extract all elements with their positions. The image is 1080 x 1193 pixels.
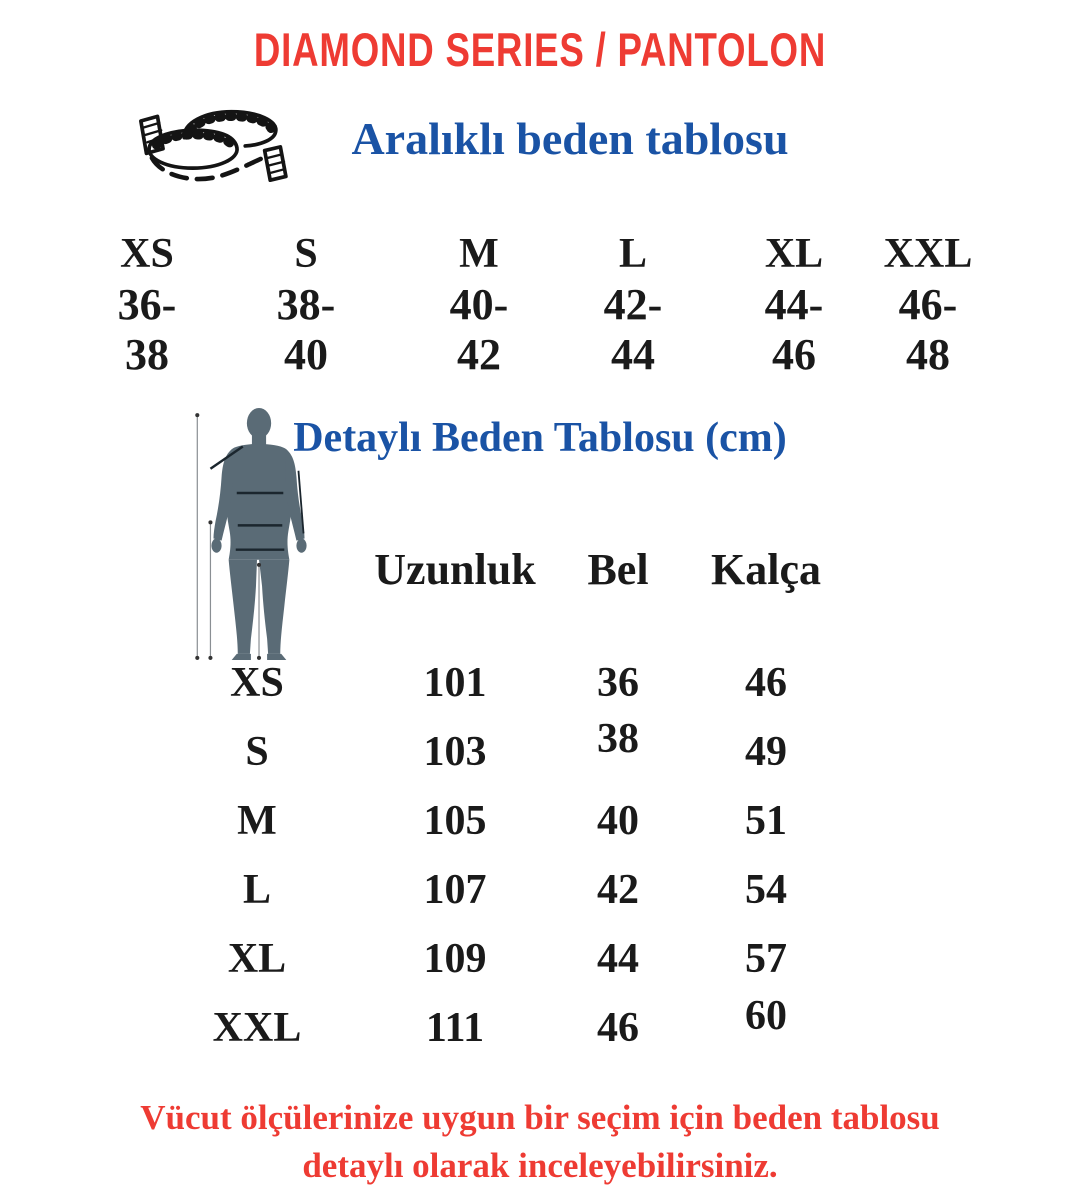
size-col-xl: XL 44-46 bbox=[765, 228, 824, 380]
range-table-heading: Aralıklı beden tablosu bbox=[351, 113, 789, 164]
cell-kalca: 49 bbox=[745, 728, 787, 775]
table-row: XL 109 44 57 bbox=[185, 924, 877, 993]
cell-bel: 36 bbox=[597, 659, 639, 706]
row-size: S bbox=[245, 728, 269, 775]
cell-bel: 38 bbox=[597, 715, 639, 762]
table-row: XS 101 36 46 bbox=[185, 648, 877, 717]
cell-kalca: 60 bbox=[745, 992, 787, 1039]
size-range: 36-38 bbox=[117, 280, 177, 379]
cell-uzunluk: 107 bbox=[423, 866, 487, 913]
cell-bel: 44 bbox=[597, 935, 639, 982]
measuring-tape-icon bbox=[133, 97, 291, 194]
size-range: 46-48 bbox=[898, 280, 958, 379]
cell-bel: 46 bbox=[597, 1004, 639, 1051]
cell-uzunluk: 105 bbox=[423, 797, 487, 844]
size-col-l: L 42-44 bbox=[604, 228, 663, 380]
row-size: XL bbox=[227, 935, 287, 982]
footer-line-2: detaylı olarak inceleyebilirsiniz. bbox=[302, 1146, 778, 1185]
size-label: XXL bbox=[883, 231, 973, 277]
size-range: 42-44 bbox=[603, 280, 663, 379]
cell-kalca: 57 bbox=[745, 935, 787, 982]
body-figure-icon bbox=[192, 406, 324, 664]
footer-note: Vücut ölçülerinize uygun bir seçim için … bbox=[0, 1094, 1080, 1190]
row-size: XXL bbox=[212, 1004, 302, 1051]
row-size: M bbox=[237, 797, 277, 844]
column-header-uzunluk: Uzunluk bbox=[374, 545, 536, 594]
size-label: XL bbox=[764, 231, 824, 277]
size-range: 44-46 bbox=[764, 280, 824, 379]
table-row: S 103 38 49 bbox=[185, 715, 877, 786]
table-row: L 107 42 54 bbox=[185, 855, 877, 924]
table-header-row: Uzunluk Bel Kalça bbox=[185, 544, 877, 648]
cell-uzunluk: 103 bbox=[423, 728, 487, 775]
table-row: M 105 40 51 bbox=[185, 786, 877, 855]
page-title: DIAMOND SERIES / PANTOLON bbox=[253, 23, 827, 76]
table-row: XXL 111 46 60 bbox=[185, 993, 877, 1062]
footer-line-1: Vücut ölçülerinize uygun bir seçim için … bbox=[140, 1098, 940, 1137]
cell-bel: 42 bbox=[597, 866, 639, 913]
cell-uzunluk: 109 bbox=[423, 935, 487, 982]
size-label: M bbox=[459, 231, 499, 277]
cell-bel: 40 bbox=[597, 797, 639, 844]
cell-kalca: 54 bbox=[745, 866, 787, 913]
size-col-xxl: XXL 46-48 bbox=[884, 228, 973, 380]
size-col-m: M 40-42 bbox=[450, 228, 509, 380]
size-range: 40-42 bbox=[449, 280, 509, 379]
cell-kalca: 51 bbox=[745, 797, 787, 844]
row-size: XS bbox=[230, 659, 284, 706]
column-header-kalca: Kalça bbox=[711, 545, 821, 594]
size-col-xs: XS 36-38 bbox=[118, 228, 177, 380]
size-label: S bbox=[294, 231, 318, 277]
cell-uzunluk: 101 bbox=[423, 659, 487, 706]
size-range: 38-40 bbox=[276, 280, 336, 379]
cell-kalca: 46 bbox=[745, 659, 787, 706]
size-col-s: S 38-40 bbox=[277, 228, 336, 380]
detail-size-table: Uzunluk Bel Kalça XS 101 36 46 S 103 38 … bbox=[185, 544, 877, 1062]
row-size: L bbox=[242, 866, 271, 913]
cell-uzunluk: 111 bbox=[425, 1004, 485, 1051]
size-label: L bbox=[618, 231, 647, 277]
detail-table-heading: Detaylı Beden Tablosu (cm) bbox=[293, 415, 787, 461]
size-label: XS bbox=[120, 231, 174, 277]
column-header-bel: Bel bbox=[587, 545, 649, 594]
